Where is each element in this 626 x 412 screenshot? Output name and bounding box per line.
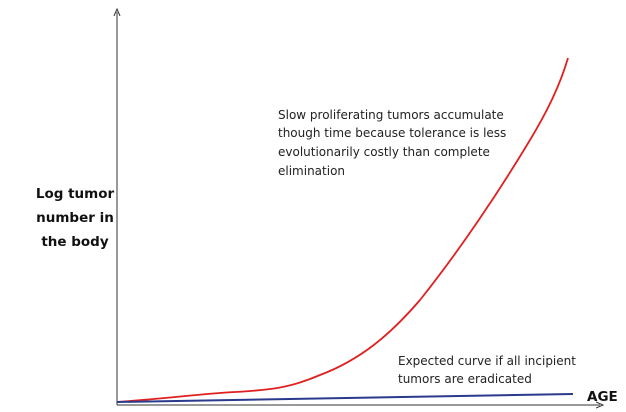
- blue-annotation: Expected curve if all incipient tumors a…: [398, 354, 576, 386]
- red-curve: [116, 57, 569, 403]
- y-label-line: number in: [36, 210, 114, 226]
- annotation-line: Expected curve if all incipient: [398, 354, 576, 368]
- annotation-line: though time because tolerance is less: [278, 126, 506, 140]
- y-label-line: Log tumor: [36, 186, 115, 202]
- blue-line: [116, 393, 574, 403]
- red-annotation: Slow proliferating tumors accumulate tho…: [278, 108, 506, 178]
- y-axis-label: Log tumor number in the body: [36, 186, 115, 250]
- annotation-line: elimination: [278, 164, 345, 178]
- y-label-line: the body: [41, 234, 109, 250]
- x-axis-label: AGE: [587, 389, 618, 405]
- annotation-line: evolutionarily costly than complete: [278, 145, 490, 159]
- annotation-line: tumors are eradicated: [398, 372, 532, 386]
- annotation-line: Slow proliferating tumors accumulate: [278, 108, 504, 122]
